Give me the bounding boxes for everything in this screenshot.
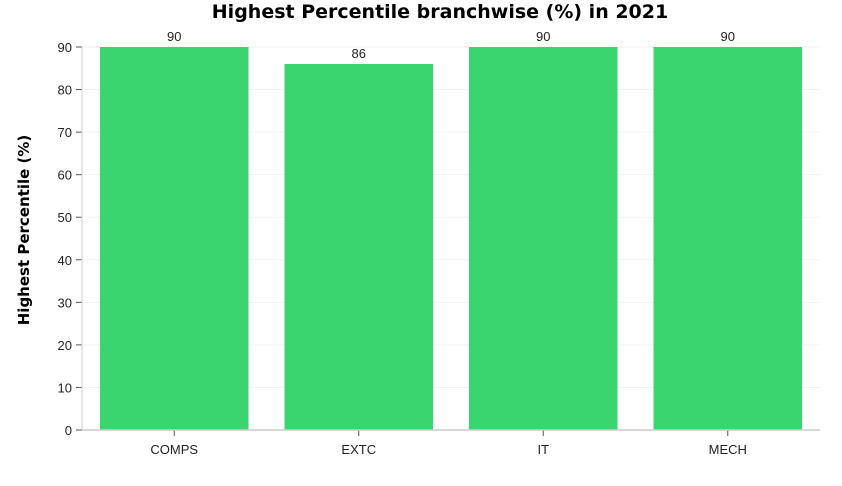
y-tick-label: 90 [58, 40, 72, 55]
bar-extc [284, 64, 434, 431]
y-axis-label: Highest Percentile (%) [15, 135, 33, 326]
bar-mech [653, 47, 803, 430]
y-tick-label: 80 [58, 83, 72, 98]
y-tick-label: 20 [58, 338, 72, 353]
x-tick-label: IT [537, 442, 549, 457]
labels: 0 10 20 30 40 50 60 70 80 90 90 COMPS 86 EXTC 90 IT 90 ME… [58, 29, 747, 457]
data-label: 90 [536, 29, 550, 44]
data-label: 90 [167, 29, 181, 44]
bars [99, 47, 803, 431]
y-tick-label: 10 [58, 380, 72, 395]
x-tick-label: MECH [709, 442, 747, 457]
chart-title: Highest Percentile branchwise (%) in 202… [212, 1, 668, 23]
data-label: 86 [352, 46, 366, 61]
bar-comps [99, 47, 249, 430]
x-tick-label: COMPS [150, 442, 198, 457]
axes [76, 46, 820, 436]
y-tick-label: 40 [58, 253, 72, 268]
y-tick-label: 50 [58, 210, 72, 225]
y-tick-label: 0 [65, 423, 72, 438]
y-tick-label: 30 [58, 295, 72, 310]
bar-it [468, 47, 618, 430]
data-label: 90 [721, 29, 735, 44]
y-tick-label: 70 [58, 125, 72, 140]
x-tick-label: EXTC [341, 442, 376, 457]
y-tick-label: 60 [58, 168, 72, 183]
